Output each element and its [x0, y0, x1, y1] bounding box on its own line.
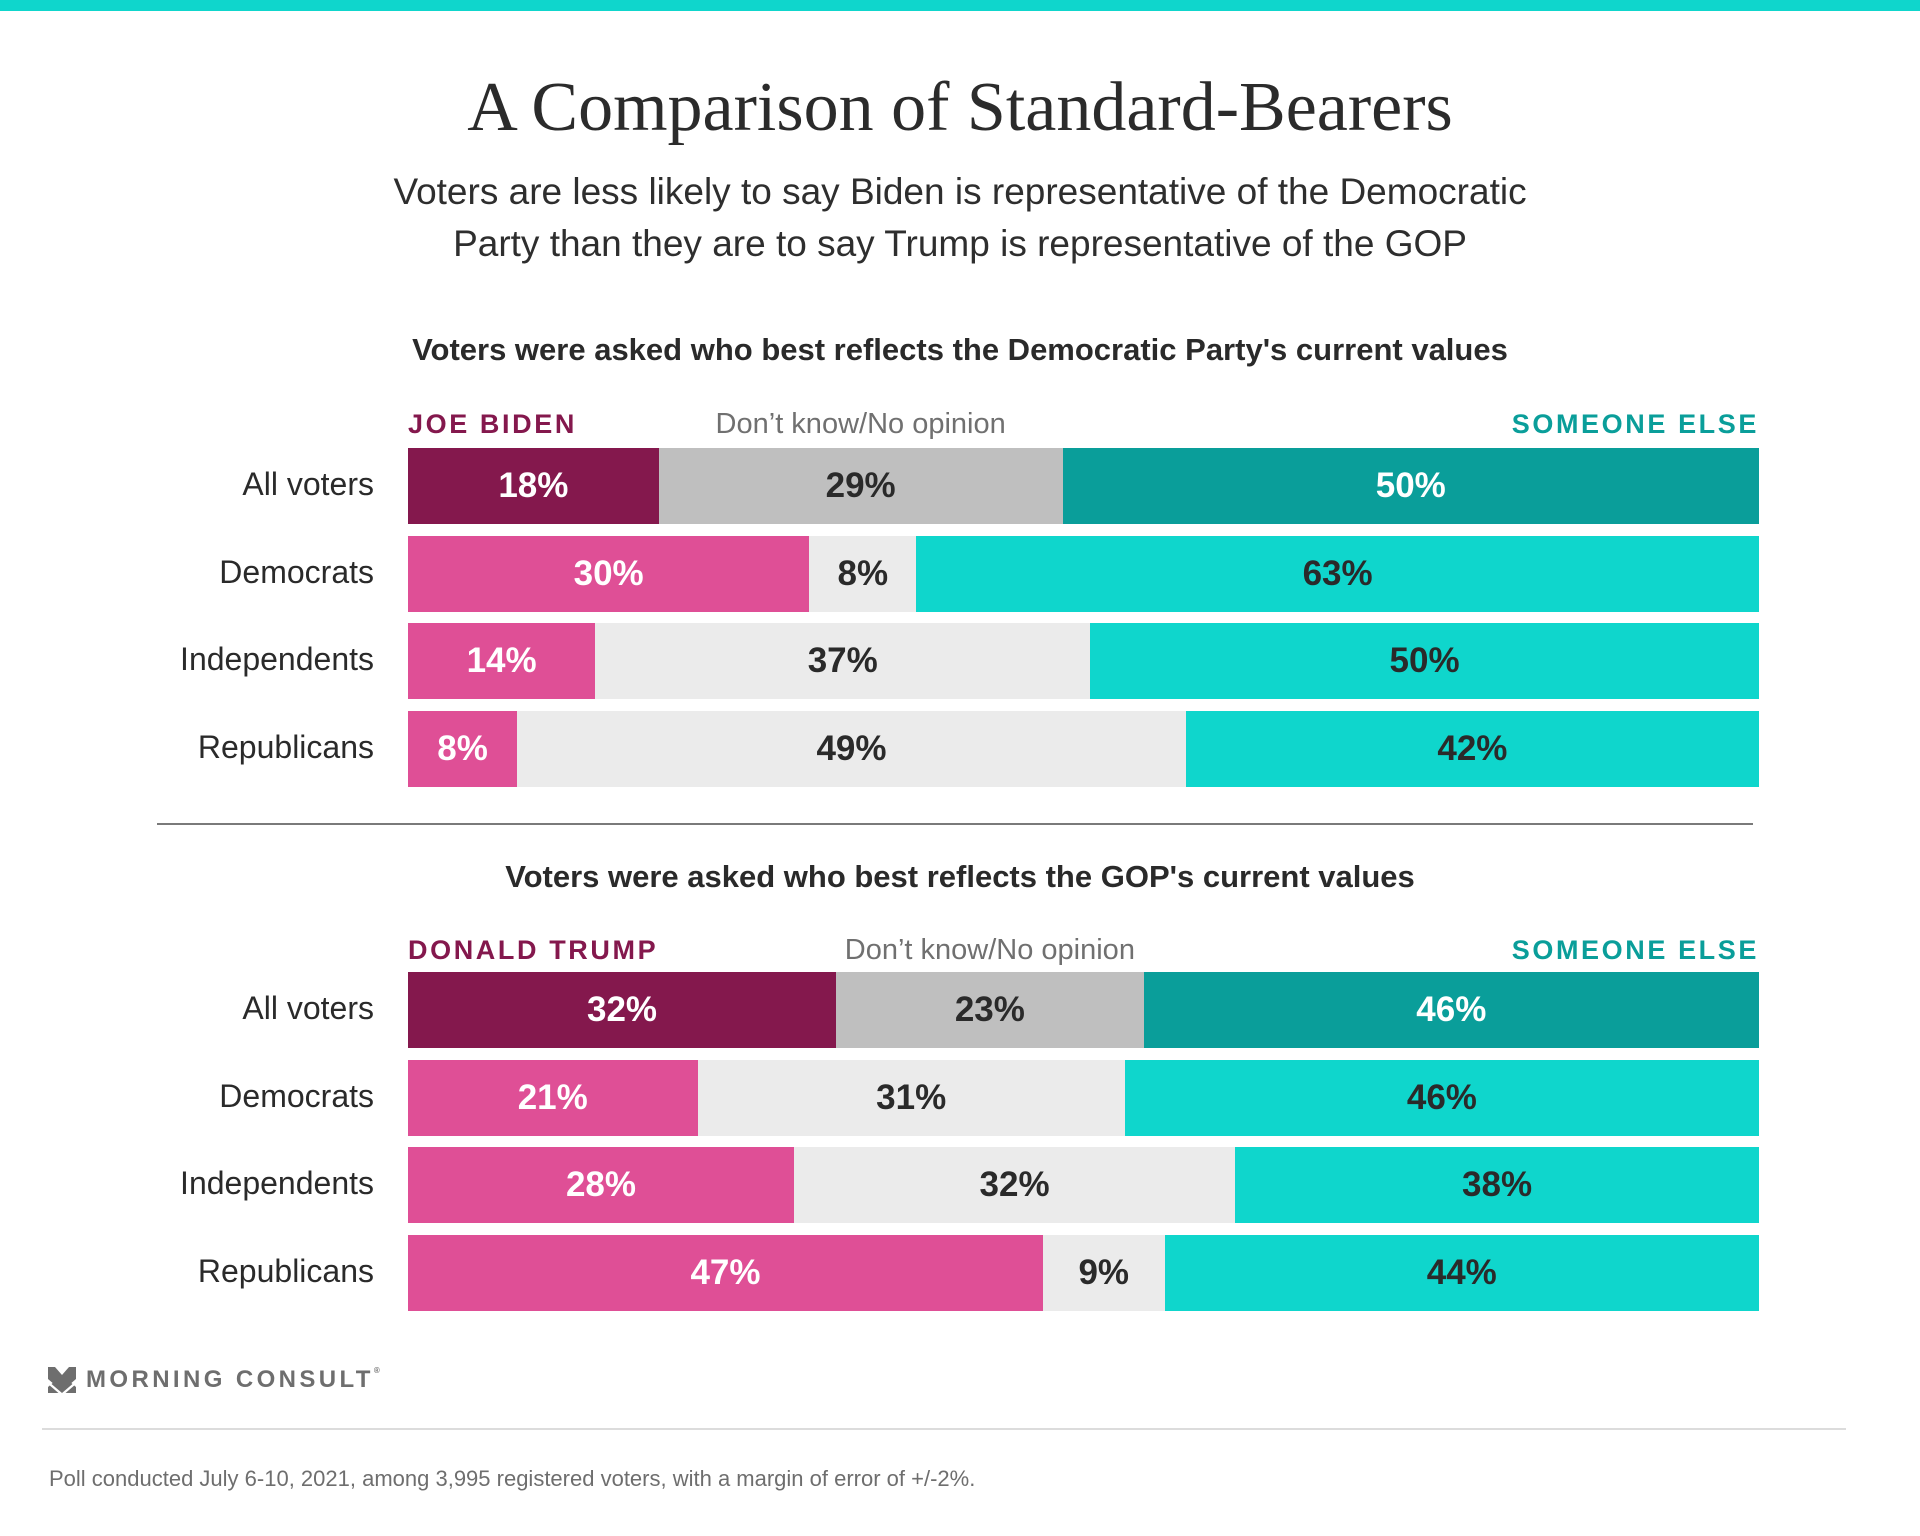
row-label-all-voters: All voters	[242, 990, 374, 1026]
candidate-segment: 28%	[408, 1147, 794, 1223]
legend-dont-know: Don’t know/No opinion	[715, 408, 1006, 440]
dont-know-segment: 32%	[794, 1147, 1236, 1223]
data-label: 21%	[517, 1077, 588, 1117]
stacked-bar-democrats: 21% 31% 46%	[408, 1059, 1759, 1136]
row-label-democrats: Democrats	[219, 553, 374, 590]
someone-else-segment: 38%	[1235, 1147, 1759, 1223]
data-label: 30%	[573, 553, 644, 593]
brand-name-text: MORNING CONSULT	[86, 1366, 374, 1393]
data-label: 63%	[1302, 553, 1373, 593]
data-label: 49%	[816, 728, 887, 768]
chart-subtitle: Voters are less likely to say Biden is r…	[0, 166, 1920, 270]
row-label-independents: Independents	[180, 641, 374, 677]
row-label-republicans: Republicans	[197, 728, 374, 765]
legend-candidate: DONALD TRUMP	[408, 935, 659, 965]
stacked-bar-republicans: 8% 49% 42%	[408, 710, 1759, 787]
subtitle-line-2: Party than they are to say Trump is repr…	[453, 223, 1467, 264]
data-label: 46%	[1406, 1077, 1477, 1117]
morning-consult-chevron-icon	[48, 1367, 76, 1393]
someone-else-segment: 46%	[1143, 972, 1759, 1048]
top-accent-bar	[0, 0, 1920, 11]
data-label: 31%	[876, 1077, 947, 1117]
stacked-bar-all-voters: 18% 29% 50%	[408, 448, 1759, 524]
legend-someone-else: SOMEONE ELSE	[1511, 935, 1759, 965]
brand-logo: MORNING CONSULT®	[48, 1366, 380, 1394]
data-label: 44%	[1426, 1252, 1497, 1292]
someone-else-segment: 44%	[1164, 1234, 1759, 1311]
candidate-segment: 30%	[408, 535, 810, 612]
stacked-bar-republicans: 47% 9% 44%	[408, 1234, 1759, 1311]
data-label: 28%	[565, 1165, 637, 1204]
dont-know-segment: 23%	[836, 972, 1144, 1048]
dont-know-segment: 31%	[697, 1059, 1125, 1136]
chart-title: A Comparison of Standard-Bearers	[467, 69, 1453, 146]
row-label-independents: Independents	[180, 1165, 374, 1201]
data-label: 23%	[954, 990, 1025, 1029]
data-label: 8%	[837, 553, 889, 593]
stacked-bar-all-voters: 32% 23% 46%	[408, 972, 1759, 1048]
data-label: 50%	[1389, 641, 1460, 680]
candidate-segment: 21%	[408, 1059, 698, 1136]
row-label-democrats: Democrats	[219, 1077, 374, 1114]
legend-candidate: JOE BIDEN	[408, 409, 577, 439]
someone-else-segment: 46%	[1124, 1059, 1759, 1136]
data-label: 32%	[979, 1165, 1050, 1204]
data-label: 42%	[1437, 728, 1508, 768]
data-label: 47%	[690, 1252, 761, 1292]
stacked-bar-democrats: 30% 8% 63%	[408, 535, 1759, 612]
registered-mark: ®	[373, 1366, 380, 1375]
candidate-segment: 47%	[408, 1234, 1043, 1311]
methodology-note: Poll conducted July 6-10, 2021, among 3,…	[49, 1466, 976, 1491]
data-label: 8%	[437, 728, 488, 768]
legend-dont-know: Don’t know/No opinion	[844, 934, 1135, 966]
data-label: 29%	[825, 466, 896, 505]
dont-know-segment: 37%	[595, 623, 1091, 699]
panel-title: Voters were asked who best reflects the …	[412, 332, 1508, 367]
data-label: 37%	[807, 641, 878, 680]
dont-know-segment: 49%	[517, 710, 1186, 787]
footer-divider	[42, 1428, 1846, 1430]
data-label: 50%	[1375, 466, 1446, 505]
someone-else-segment: 42%	[1185, 710, 1759, 787]
dont-know-segment: 9%	[1042, 1234, 1165, 1311]
brand-name: MORNING CONSULT®	[86, 1366, 380, 1394]
legend-someone-else: SOMEONE ELSE	[1511, 409, 1759, 439]
candidate-segment: 8%	[408, 710, 518, 787]
subtitle-line-1: Voters are less likely to say Biden is r…	[393, 171, 1527, 212]
section-divider	[157, 823, 1753, 825]
data-label: 9%	[1078, 1252, 1130, 1292]
dont-know-segment: 8%	[809, 535, 917, 612]
row-label-republicans: Republicans	[197, 1252, 374, 1289]
row-label-all-voters: All voters	[242, 466, 374, 502]
data-label: 14%	[466, 641, 537, 680]
stacked-bar-independents: 28% 32% 38%	[408, 1147, 1759, 1223]
candidate-segment: 32%	[408, 972, 837, 1048]
candidate-segment: 14%	[408, 623, 596, 699]
dont-know-segment: 29%	[658, 448, 1063, 524]
data-label: 18%	[498, 466, 569, 505]
panel-title: Voters were asked who best reflects the …	[505, 859, 1415, 894]
someone-else-segment: 63%	[916, 535, 1759, 612]
candidate-segment: 18%	[408, 448, 659, 524]
data-label: 46%	[1416, 990, 1487, 1029]
data-label: 38%	[1462, 1165, 1533, 1204]
someone-else-segment: 50%	[1090, 623, 1759, 699]
data-label: 32%	[586, 990, 658, 1029]
stacked-bar-independents: 14% 37% 50%	[408, 623, 1759, 699]
someone-else-segment: 50%	[1062, 448, 1759, 524]
